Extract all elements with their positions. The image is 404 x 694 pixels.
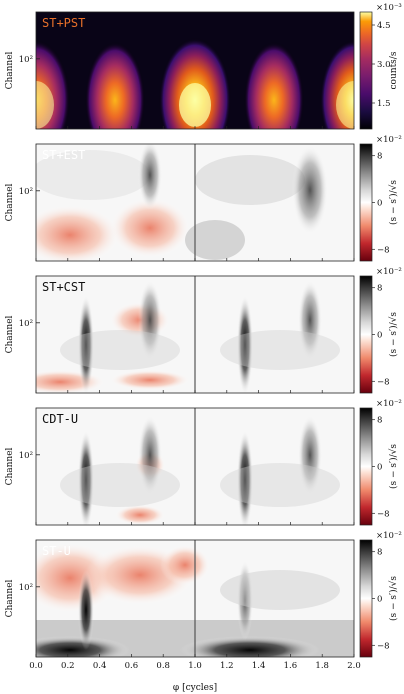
colorbar-exponent: ×10⁻² — [376, 135, 402, 145]
colorbar-tick-label: −8 — [377, 641, 390, 651]
y-axis-label: Channel — [5, 447, 15, 485]
colorbar-2 — [359, 143, 373, 262]
x-tick-label: 1.2 — [220, 661, 234, 671]
panel-5: ST-U — [35, 539, 355, 658]
colorbar-tick-label: 0 — [377, 463, 382, 473]
x-tick-label: 1.8 — [315, 661, 329, 671]
y-axis-label: Channel — [5, 315, 15, 353]
heatmap-3 — [36, 276, 354, 393]
colorbar-tick-label: −8 — [377, 509, 390, 519]
x-axis-label: φ [cycles] — [173, 683, 217, 693]
colorbar-3 — [359, 275, 373, 394]
colorbar-tick-label: 0 — [377, 199, 382, 209]
x-tick-label: 2.0 — [347, 661, 361, 671]
colorbar-exponent: ×10⁻² — [376, 267, 402, 277]
y-axes: 10² Channel 10² Channel 10² Channel 10² Channel… — [5, 51, 40, 617]
colorbar-4 — [359, 407, 373, 526]
colorbar-tick-label: 8 — [377, 416, 382, 426]
panel-1: ST+PST — [35, 11, 355, 130]
colorbar-exponent: ×10⁻² — [376, 399, 402, 409]
panel-label-1: ST+PST — [42, 16, 85, 30]
y-tick-label: 10² — [19, 319, 33, 329]
panel-3: ST+CST — [35, 275, 355, 394]
x-tick-label: 0.6 — [125, 661, 139, 671]
colorbar-exponent: ×10⁻³ — [376, 3, 402, 13]
colorbar-label: (s − s′)/√s — [388, 576, 399, 621]
colorbar-tick-label: 1.5 — [377, 99, 391, 109]
panel-label-4: CDT-U — [42, 412, 78, 426]
panel-label-3: ST+CST — [42, 280, 85, 294]
colorbar-tick-label: 8 — [377, 548, 382, 558]
heatmap-5 — [36, 540, 354, 657]
y-tick-label: 10² — [19, 451, 33, 461]
colorbars: 1.5 3.0 4.5 ×10⁻³ counts/s 8 0 −8 ×10⁻² (s − s′)/… — [359, 3, 402, 658]
x-tick-label: 0.0 — [29, 661, 43, 671]
panel-2: ST+EST — [35, 143, 355, 262]
panel-4: CDT-U — [35, 407, 355, 526]
x-tick-label: 1.4 — [252, 661, 266, 671]
colorbar-tick-label: 0 — [377, 595, 382, 605]
colorbar-label: (s − s′)/√s — [388, 444, 399, 489]
colorbar-label: (s − s′)/√s — [388, 180, 399, 225]
colorbar-5 — [359, 539, 373, 658]
colorbar-exponent: ×10⁻² — [376, 531, 402, 541]
x-axis: 0.0 0.2 0.4 0.6 0.8 1.0 1.2 1.4 1.6 1.8 2.0 — [29, 126, 361, 671]
colorbar-tick-label: 3.0 — [377, 60, 391, 70]
x-tick-label: 1.0 — [188, 661, 202, 671]
colorbar-1 — [359, 11, 373, 130]
colorbar-tick-label: −8 — [377, 245, 390, 255]
x-tick-label: 0.8 — [156, 661, 170, 671]
colorbar-label: counts/s — [389, 51, 399, 89]
y-tick-label: 10² — [19, 583, 33, 593]
colorbar-tick-label: 4.5 — [377, 21, 391, 31]
colorbar-tick-label: 0 — [377, 331, 382, 341]
heatmap-1 — [36, 12, 354, 129]
panel-label-5: ST-U — [42, 544, 71, 558]
y-axis-label: Channel — [5, 579, 15, 617]
y-tick-label: 10² — [19, 55, 33, 65]
y-tick-label: 10² — [19, 187, 33, 197]
x-tick-label: 0.2 — [61, 661, 75, 671]
colorbar-label: (s − s′)/√s — [388, 312, 399, 357]
colorbar-tick-label: 8 — [377, 152, 382, 162]
x-tick-label: 1.6 — [284, 661, 298, 671]
x-tick-label: 0.4 — [93, 661, 107, 671]
panel-label-2: ST+EST — [42, 148, 85, 162]
y-axis-label: Channel — [5, 51, 15, 89]
colorbar-tick-label: 8 — [377, 284, 382, 294]
colorbar-tick-label: −8 — [377, 377, 390, 387]
y-axis-label: Channel — [5, 183, 15, 221]
